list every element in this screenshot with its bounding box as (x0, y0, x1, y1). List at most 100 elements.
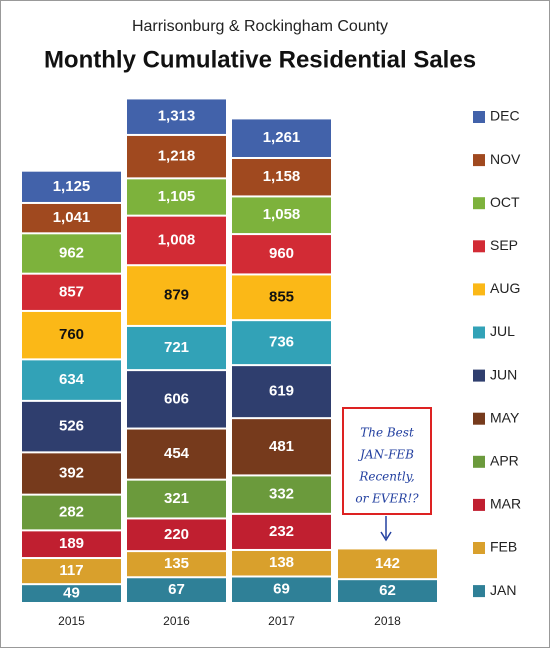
bar-segment (22, 495, 121, 530)
legend-label: MAY (490, 409, 520, 425)
bar-segment (127, 480, 226, 518)
x-tick-label: 2018 (374, 614, 401, 628)
bar-segment (232, 476, 331, 513)
value-label: 392 (59, 464, 84, 481)
bar-segment (22, 585, 121, 602)
bar-segment (338, 580, 437, 602)
bar-segment (22, 531, 121, 558)
legend-swatch (473, 412, 485, 425)
legend-label: JUL (490, 323, 515, 339)
bar-segment (22, 234, 121, 273)
bar-segment (232, 550, 331, 576)
legend-label: JAN (490, 582, 516, 598)
bar-segment (22, 360, 121, 400)
value-label: 481 (269, 438, 294, 455)
value-label: 721 (164, 339, 189, 356)
value-label: 857 (59, 283, 84, 300)
legend-swatch (473, 111, 485, 123)
value-label: 332 (269, 486, 294, 503)
bar-segment (232, 235, 331, 274)
bar-segment (232, 275, 331, 320)
value-label: 454 (164, 445, 190, 462)
legend-swatch (473, 542, 485, 554)
bar-segment (127, 429, 226, 479)
value-label: 232 (269, 523, 294, 540)
value-label: 1,008 (158, 231, 196, 248)
value-label: 1,158 (263, 168, 301, 185)
bar-segment (22, 311, 121, 359)
value-label: 960 (269, 245, 294, 262)
legend-swatch (473, 498, 485, 511)
annotation-text: JAN-FEB (357, 448, 414, 462)
value-label: 760 (59, 326, 84, 343)
bar-segment (232, 419, 331, 475)
annotation (342, 407, 432, 542)
legend-label: OCT (490, 194, 520, 210)
legend-label: SEP (490, 237, 518, 253)
legend-label: NOV (490, 151, 521, 167)
bar-segment (127, 179, 226, 215)
bar-segment (22, 171, 121, 202)
legend-swatch (473, 369, 485, 382)
value-label: 1,313 (158, 108, 196, 125)
note-box (342, 407, 432, 515)
bar-segment (22, 453, 121, 494)
bar-segment (338, 549, 437, 579)
bar-segment (127, 216, 226, 265)
bar-segment (127, 99, 226, 134)
value-label: 62 (379, 582, 396, 599)
bar-segment (22, 274, 121, 310)
note-arrowhead (380, 531, 392, 542)
value-label: 1,261 (263, 129, 301, 146)
legend-swatch (473, 585, 485, 598)
bar-segment (127, 135, 226, 178)
annotation-text: Recently, (358, 470, 414, 484)
value-label: 189 (59, 535, 84, 552)
x-tick-label: 2015 (58, 614, 85, 628)
legend-swatch (473, 455, 485, 468)
bar-segment (232, 514, 331, 549)
value-label: 855 (269, 288, 294, 305)
value-label: 619 (269, 383, 294, 400)
bar-segment (127, 519, 226, 551)
bar-segment (127, 578, 226, 602)
value-label: 67 (168, 581, 185, 598)
value-label: 135 (164, 555, 189, 572)
value-label: 1,218 (158, 148, 196, 165)
value-label: 606 (164, 390, 189, 407)
value-label: 736 (269, 334, 294, 351)
legend-label: MAR (490, 496, 521, 512)
value-label: 142 (375, 555, 400, 572)
x-tick-label: 2016 (163, 614, 190, 628)
chart-subtitle: Harrisonburg & Rockingham County (132, 18, 388, 35)
legend-label: FEB (490, 539, 517, 555)
legend-swatch (473, 154, 485, 167)
value-label: 1,041 (53, 209, 91, 226)
value-label: 634 (59, 371, 85, 388)
bar-segment (127, 326, 226, 370)
bar-segment (232, 577, 331, 602)
chart-title: Monthly Cumulative Residential Sales (44, 46, 476, 73)
legend-swatch (473, 283, 485, 296)
bar-segment (232, 197, 331, 234)
legend-label: APR (490, 453, 519, 469)
legend-swatch (473, 240, 485, 253)
value-label: 1,058 (263, 206, 301, 223)
value-label: 69 (273, 581, 290, 598)
bar-segment (22, 559, 121, 584)
value-label: 962 (59, 244, 84, 261)
bar-segment (127, 552, 226, 577)
value-label: 49 (63, 585, 80, 602)
x-tick-label: 2017 (268, 614, 295, 628)
value-label: 526 (59, 418, 84, 435)
value-label: 282 (59, 503, 84, 520)
value-label: 321 (164, 490, 189, 507)
annotation-text: or EVER!? (355, 492, 419, 506)
bar-segment (22, 401, 121, 452)
legend-swatch (473, 197, 485, 210)
legend-swatch (473, 326, 485, 339)
bar-segment (232, 366, 331, 418)
legend-label: AUG (490, 280, 520, 296)
bar-segment (232, 321, 331, 365)
